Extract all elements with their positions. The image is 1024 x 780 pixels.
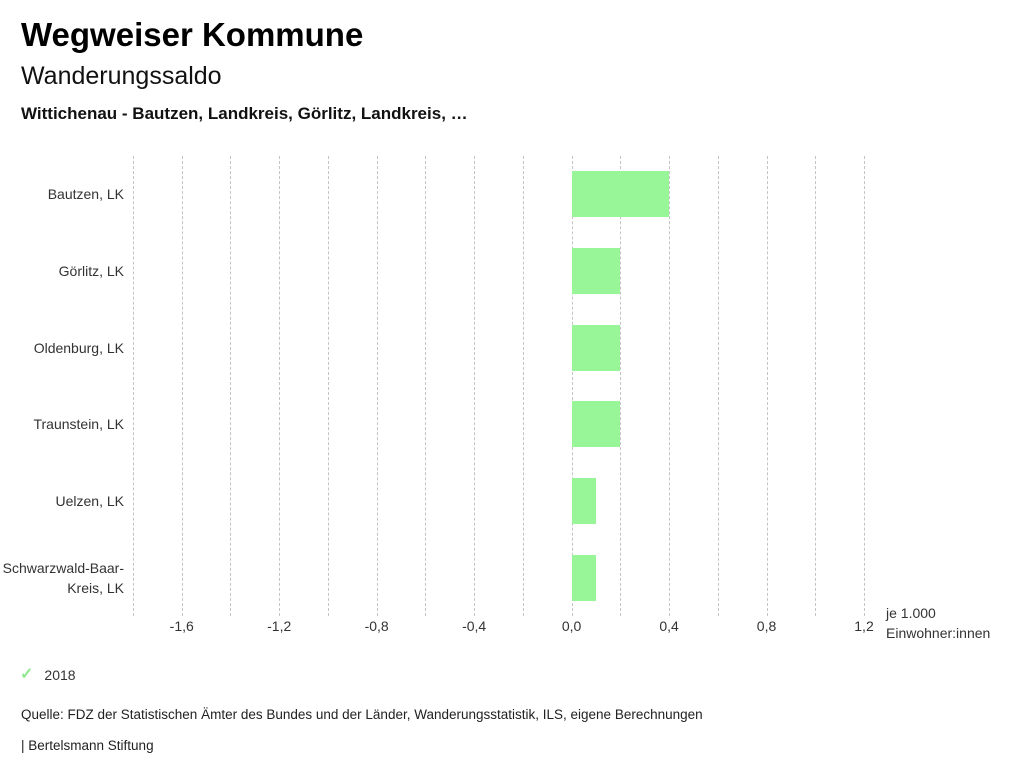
category-label: Görlitz, LK — [58, 263, 124, 279]
chart-title: Wanderungssaldo — [21, 62, 222, 90]
category-label: Traunstein, LK — [33, 416, 124, 433]
gridline — [376, 156, 378, 616]
bar-2018[interactable] — [571, 248, 621, 294]
x-tick-label: 0,8 — [756, 618, 777, 634]
chart-area: Bautzen, LK Görlitz, LK Oldenburg, LK Traun… — [0, 156, 865, 616]
x-tick-label: 1,2 — [854, 618, 874, 634]
bar-2018[interactable] — [571, 324, 621, 371]
gridline — [766, 156, 768, 616]
x-tick-label: 0,4 — [659, 618, 679, 634]
gridline — [669, 156, 671, 616]
category-label: Oldenburg, LK — [33, 339, 124, 356]
bar-row — [133, 386, 864, 463]
bar-2018[interactable] — [571, 401, 621, 448]
chart-plot — [133, 156, 865, 616]
x-axis-ticks: -1,6 -1,2 -0,8 -0,4 0,0 0,4 0,8 1,2 — [133, 618, 874, 638]
category-labels: Bautzen, LK Görlitz, LK Oldenburg, LK Traun… — [0, 156, 133, 616]
unit-label-line1: je 1.000 — [886, 605, 936, 621]
gridlines — [133, 156, 865, 616]
chart-subtitle-selection: Wittichenau - Bautzen, Landkreis, Görlit… — [21, 104, 468, 123]
gridline — [425, 156, 427, 616]
bar-row — [133, 309, 864, 386]
unit-label-line2: Einwohner:innen — [886, 625, 991, 641]
category-label: Uelzen, LK — [55, 493, 124, 510]
bar-2018[interactable] — [571, 478, 596, 525]
check-icon: ✓ — [20, 666, 34, 683]
source-text: Quelle: FDZ der Statistischen Ämter des … — [21, 707, 703, 722]
bar-2018[interactable] — [571, 171, 670, 218]
gridline — [620, 156, 622, 616]
bar-rows — [133, 156, 864, 616]
x-tick-label: -1,2 — [267, 618, 292, 634]
x-tick-label: -1,6 — [169, 618, 194, 634]
bar-row — [133, 233, 864, 310]
gridline — [522, 156, 524, 616]
x-tick-label: -0,4 — [462, 618, 487, 634]
bar-row — [133, 463, 864, 540]
bar-row — [133, 156, 864, 233]
gridline — [571, 156, 573, 616]
gridline — [279, 156, 281, 616]
gridline — [717, 156, 719, 616]
x-axis-unit-label: je 1.000 Einwohner:innen — [886, 603, 990, 643]
legend-item-2018[interactable]: ✓ 2018 — [20, 666, 76, 684]
x-tick-label: -0,8 — [364, 618, 389, 634]
legend-label: 2018 — [44, 667, 76, 683]
bar-row — [133, 539, 864, 616]
gridline — [230, 156, 232, 616]
category-label: Schwarzwald-Baar-Kreis, LK — [2, 559, 124, 596]
x-tick-label: 0,0 — [561, 618, 582, 634]
gridline — [815, 156, 817, 616]
attribution-text: | Bertelsmann Stiftung — [21, 738, 154, 753]
gridline — [474, 156, 476, 616]
gridline — [181, 156, 183, 616]
gridline — [327, 156, 329, 616]
bar-2018[interactable] — [571, 554, 596, 601]
gridline — [133, 156, 134, 616]
page-title: Wegweiser Kommune — [21, 16, 364, 53]
category-label: Bautzen, LK — [47, 186, 124, 203]
gridline — [864, 156, 865, 616]
